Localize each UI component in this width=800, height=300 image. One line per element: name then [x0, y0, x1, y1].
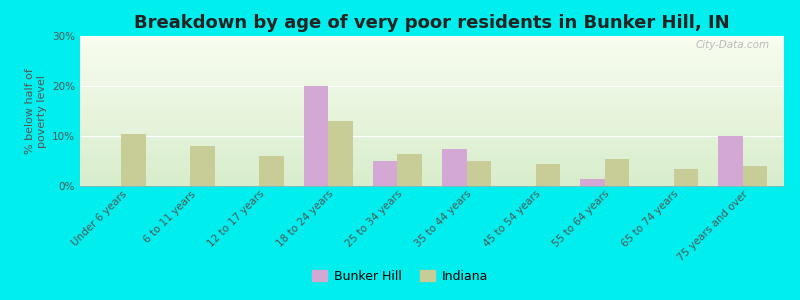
Bar	[442, 148, 466, 186]
Bar	[329, 121, 353, 186]
Bar	[190, 146, 214, 186]
Bar	[742, 166, 766, 186]
Title: Breakdown by age of very poor residents in Bunker Hill, IN: Breakdown by age of very poor residents …	[134, 14, 730, 32]
Bar	[259, 156, 284, 186]
Bar	[535, 164, 560, 186]
Bar	[674, 169, 698, 186]
Text: City-Data.com: City-Data.com	[696, 40, 770, 50]
Bar	[304, 86, 329, 186]
Bar	[122, 134, 146, 186]
Bar	[466, 161, 490, 186]
Bar	[398, 154, 422, 186]
Bar	[374, 161, 398, 186]
Legend: Bunker Hill, Indiana: Bunker Hill, Indiana	[307, 265, 493, 288]
Y-axis label: % below half of
poverty level: % below half of poverty level	[25, 68, 46, 154]
Bar	[605, 158, 629, 186]
Bar	[718, 136, 742, 186]
Bar	[580, 178, 605, 186]
